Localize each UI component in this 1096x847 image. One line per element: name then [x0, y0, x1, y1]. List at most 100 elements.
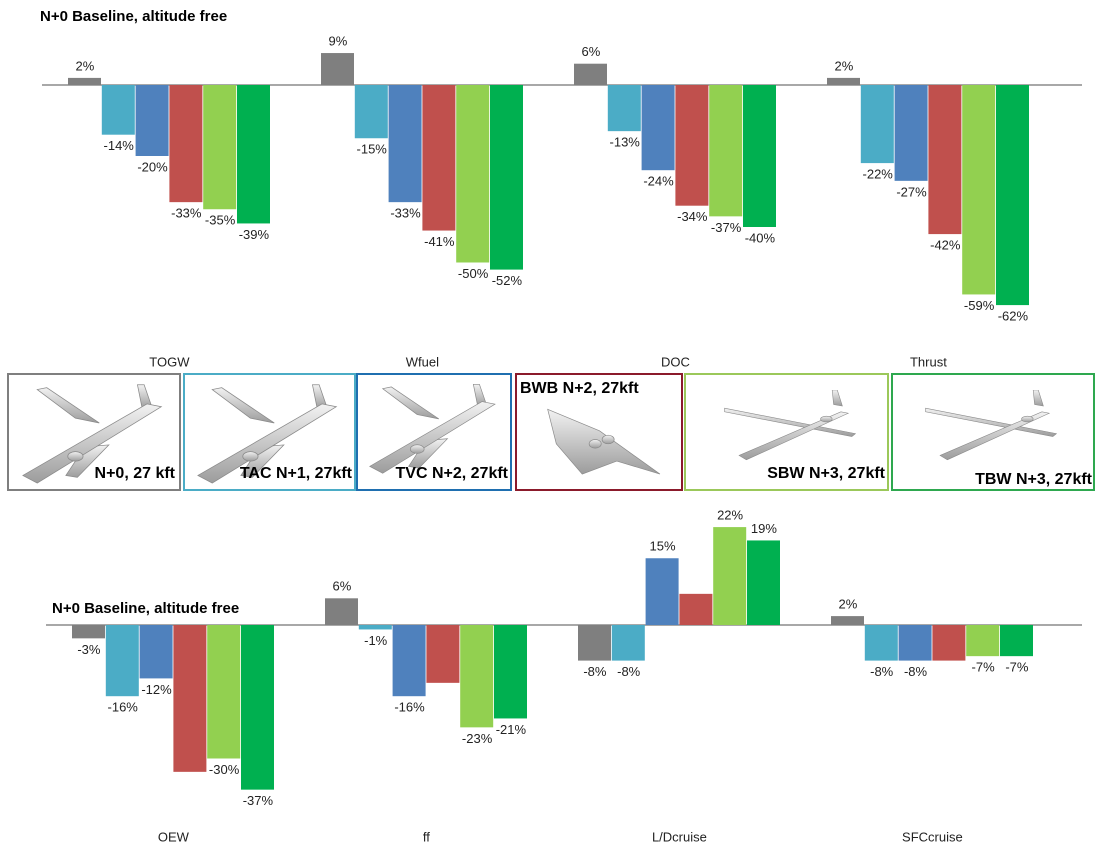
- value-label: -39%: [239, 227, 270, 242]
- value-label: -33%: [390, 206, 421, 221]
- bar: [207, 625, 240, 759]
- category-label: ff: [423, 829, 430, 844]
- bar: [237, 85, 270, 223]
- bar: [393, 625, 426, 696]
- category-label: L/Dcruise: [652, 829, 707, 844]
- bar: [831, 616, 864, 625]
- bar: [612, 625, 645, 661]
- bar: [865, 625, 898, 661]
- bar: [389, 85, 422, 202]
- bar: [996, 85, 1029, 305]
- legend-item: N+0, 27 kft: [8, 374, 180, 490]
- bar: [321, 53, 354, 85]
- bar: [355, 85, 388, 138]
- bar: [713, 527, 746, 625]
- value-label: -33%: [171, 206, 202, 221]
- legend-label: TAC N+1, 27kft: [240, 465, 353, 482]
- value-label: -35%: [205, 213, 236, 228]
- legend-label: TBW N+3, 27kft: [975, 471, 1093, 488]
- bar: [106, 625, 139, 696]
- bar: [460, 625, 493, 727]
- bar: [456, 85, 489, 263]
- bar: [1000, 625, 1033, 656]
- legend-label: BWB N+2, 27kft: [520, 380, 639, 397]
- value-label: -62%: [998, 309, 1029, 324]
- bar: [679, 594, 712, 625]
- value-label: -8%: [870, 664, 894, 679]
- bar: [646, 558, 679, 625]
- bar: [490, 85, 523, 270]
- value-label: -22%: [863, 167, 894, 182]
- value-label: -15%: [357, 142, 388, 157]
- bar: [709, 85, 742, 216]
- legend-item: SBW N+3, 27kft: [685, 374, 888, 490]
- bar: [169, 85, 202, 202]
- value-label: 6%: [333, 579, 352, 594]
- value-label: -24%: [643, 174, 674, 189]
- chart-title: N+0 Baseline, altitude free: [52, 600, 239, 617]
- value-label: 2%: [835, 58, 854, 73]
- value-label: -13%: [610, 135, 641, 150]
- legend-item: TAC N+1, 27kft: [184, 374, 355, 490]
- value-label: -7%: [1005, 660, 1029, 675]
- legend: N+0, 27 kft TAC N+1, 27kft TVC N+2, 27kf…: [8, 374, 1094, 490]
- bar: [136, 85, 169, 156]
- value-label: 22%: [717, 508, 743, 523]
- value-label: -37%: [243, 793, 274, 808]
- value-label: -34%: [677, 209, 708, 224]
- value-label: -16%: [108, 700, 139, 715]
- value-label: -59%: [964, 298, 995, 313]
- value-label: 19%: [751, 521, 777, 536]
- value-label: -37%: [711, 220, 742, 235]
- value-label: -23%: [462, 731, 493, 746]
- bar: [426, 625, 459, 683]
- bar: [608, 85, 641, 131]
- bar: [743, 85, 776, 227]
- chart-title: N+0 Baseline, altitude free: [40, 8, 227, 25]
- legend-item: BWB N+2, 27kft: [516, 374, 682, 490]
- value-label: -52%: [492, 273, 523, 288]
- category-label: TOGW: [149, 354, 190, 369]
- value-label: 2%: [839, 597, 858, 612]
- category-label: Wfuel: [406, 354, 439, 369]
- value-label: -16%: [394, 700, 425, 715]
- bar: [359, 625, 392, 629]
- legend-label: N+0, 27 kft: [95, 465, 176, 482]
- bar: [173, 625, 206, 772]
- bar: [72, 625, 105, 638]
- bar: [102, 85, 135, 135]
- value-label: 9%: [329, 33, 348, 48]
- legend-item: TVC N+2, 27kft: [357, 374, 511, 490]
- bar: [675, 85, 708, 206]
- bar: [68, 78, 101, 85]
- value-label: 2%: [76, 58, 95, 73]
- bar: [642, 85, 675, 170]
- value-label: -8%: [904, 664, 928, 679]
- legend-label: TVC N+2, 27kft: [396, 465, 509, 482]
- chart-panel: 2%-14%-20%-33%-35%-39%TOGW9%-15%-33%-41%…: [40, 8, 1082, 369]
- value-label: -20%: [137, 159, 168, 174]
- category-label: OEW: [158, 829, 190, 844]
- bar: [578, 625, 611, 661]
- value-label: -8%: [583, 664, 607, 679]
- category-label: SFCcruise: [902, 829, 963, 844]
- value-label: -21%: [496, 722, 527, 737]
- bar: [422, 85, 455, 231]
- value-label: -1%: [364, 633, 388, 648]
- value-label: -12%: [141, 682, 172, 697]
- chart-panel: -3%-16%-12%-30%-37%OEW6%-1%-16%-23%-21%f…: [46, 508, 1082, 845]
- category-label: DOC: [661, 354, 690, 369]
- bar: [241, 625, 274, 790]
- bar: [140, 625, 173, 678]
- value-label: -7%: [972, 660, 996, 675]
- value-label: 6%: [582, 44, 601, 59]
- bar: [574, 64, 607, 85]
- value-label: -3%: [77, 642, 101, 657]
- value-label: -27%: [896, 184, 927, 199]
- bar: [203, 85, 236, 209]
- legend-item: TBW N+3, 27kft: [892, 374, 1094, 490]
- figure: N+0, 27 kft TAC N+1, 27kft TVC N+2, 27kf…: [0, 0, 1096, 847]
- bar: [494, 625, 527, 718]
- bar: [962, 85, 995, 294]
- bar: [899, 625, 932, 661]
